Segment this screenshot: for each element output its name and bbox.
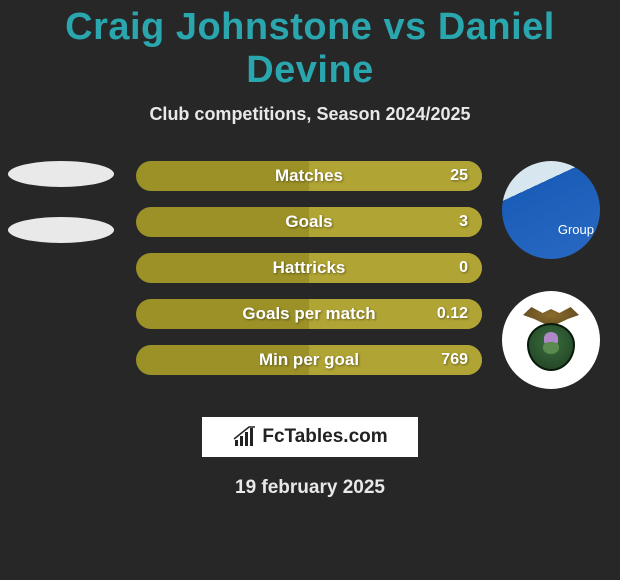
stat-row-hattricks: Hattricks 0 <box>136 253 482 283</box>
brand-watermark: FcTables.com <box>202 417 418 457</box>
crest-shield-icon <box>527 323 575 371</box>
stat-value-right: 769 <box>441 345 468 375</box>
stat-label: Min per goal <box>136 345 482 375</box>
stat-label: Matches <box>136 161 482 191</box>
club-crest-avatar <box>502 291 600 389</box>
left-player-placeholder <box>8 161 114 273</box>
stat-row-goals-per-match: Goals per match 0.12 <box>136 299 482 329</box>
player-avatar <box>502 161 600 259</box>
placeholder-ellipse <box>8 217 114 243</box>
stat-row-matches: Matches 25 <box>136 161 482 191</box>
page-title: Craig Johnstone vs Daniel Devine <box>0 0 620 92</box>
placeholder-ellipse <box>8 161 114 187</box>
page-subtitle: Club competitions, Season 2024/2025 <box>0 104 620 125</box>
stat-row-goals: Goals 3 <box>136 207 482 237</box>
right-player-avatars <box>502 161 600 421</box>
stat-value-right: 25 <box>450 161 468 191</box>
thistle-icon <box>539 332 563 362</box>
stat-value-right: 3 <box>459 207 468 237</box>
date-text: 19 february 2025 <box>0 477 620 499</box>
stat-bars: Matches 25 Goals 3 Hattricks 0 Goals per… <box>136 161 482 391</box>
brand-text: FcTables.com <box>262 426 387 448</box>
stat-value-right: 0.12 <box>437 299 468 329</box>
comparison-region: Matches 25 Goals 3 Hattricks 0 Goals per… <box>0 161 620 401</box>
stat-label: Hattricks <box>136 253 482 283</box>
stat-label: Goals <box>136 207 482 237</box>
stat-label: Goals per match <box>136 299 482 329</box>
stat-row-min-per-goal: Min per goal 769 <box>136 345 482 375</box>
stat-value-right: 0 <box>459 253 468 283</box>
bar-chart-icon <box>232 426 258 448</box>
club-crest <box>521 307 581 373</box>
